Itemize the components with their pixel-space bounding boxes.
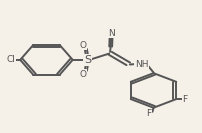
Text: N: N bbox=[108, 29, 115, 38]
Text: O: O bbox=[79, 41, 86, 50]
Text: Cl: Cl bbox=[7, 55, 16, 64]
Text: F: F bbox=[182, 95, 187, 104]
Text: S: S bbox=[84, 55, 92, 65]
Text: O: O bbox=[79, 70, 86, 79]
Text: F: F bbox=[146, 109, 152, 118]
Text: NH: NH bbox=[135, 60, 148, 69]
